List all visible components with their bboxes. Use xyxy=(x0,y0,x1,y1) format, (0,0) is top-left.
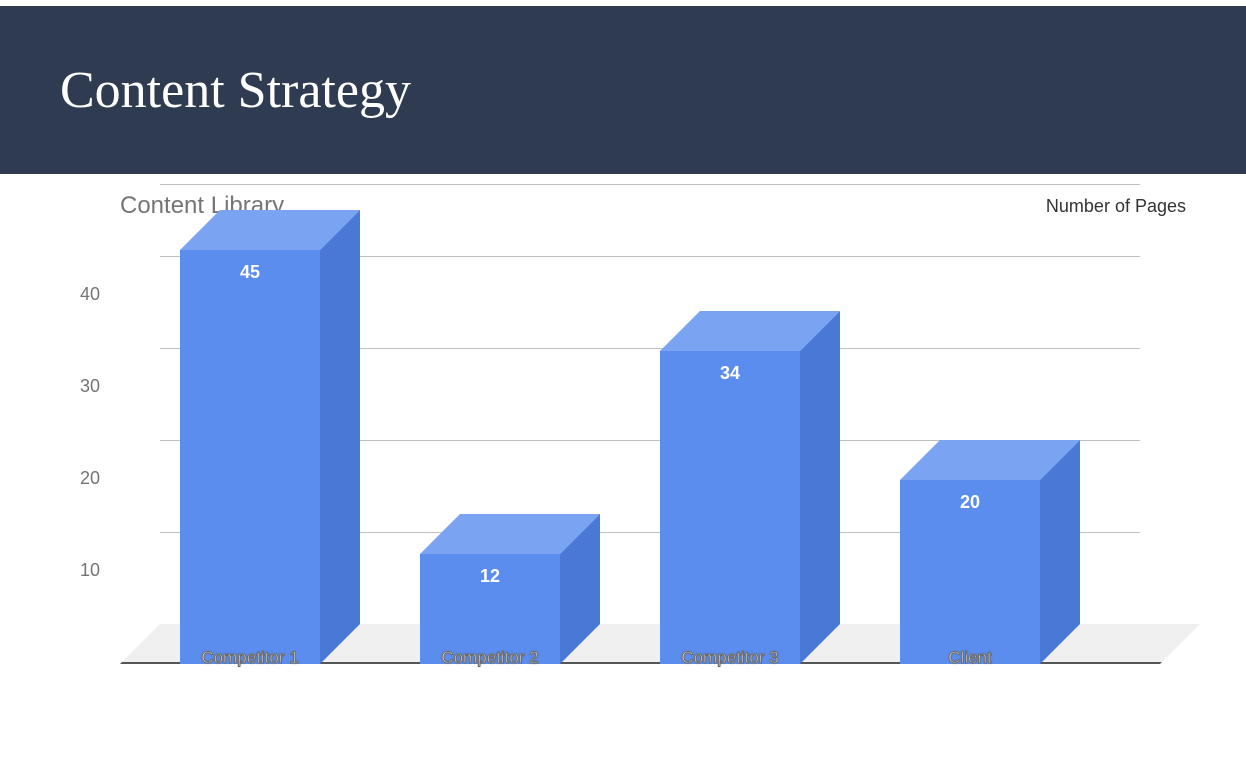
slide-title: Content Strategy xyxy=(60,61,411,120)
slide-header: Content Strategy xyxy=(0,6,1246,174)
bar-value-label: 34 xyxy=(660,363,800,384)
bar-side xyxy=(800,311,840,664)
bar-category-label: Competitor 1 xyxy=(138,648,362,668)
bar-value-label: 20 xyxy=(900,492,1040,513)
bar: 34Competitor 3 xyxy=(660,351,800,664)
y-tick-label: 10 xyxy=(60,560,100,581)
bar-category-label: Client xyxy=(858,648,1082,668)
bar: 12Competitor 2 xyxy=(420,554,560,664)
y-tick-label: 20 xyxy=(60,468,100,489)
gridline-top xyxy=(160,184,1140,185)
bar-value-label: 45 xyxy=(180,262,320,283)
bar-front xyxy=(660,351,800,664)
bar-front xyxy=(180,250,320,664)
bar: 20Client xyxy=(900,480,1040,664)
chart-legend-label: Number of Pages xyxy=(1046,196,1186,217)
y-tick-label: 40 xyxy=(60,284,100,305)
bar-category-label: Competitor 3 xyxy=(618,648,842,668)
chart-area: Content Library Number of Pages 10203040… xyxy=(0,174,1246,770)
bar-category-label: Competitor 2 xyxy=(378,648,602,668)
chart-plot: 1020304045Competitor 112Competitor 234Co… xyxy=(120,224,1120,694)
bar-side xyxy=(320,210,360,664)
bar: 45Competitor 1 xyxy=(180,250,320,664)
y-tick-label: 30 xyxy=(60,376,100,397)
bar-value-label: 12 xyxy=(420,566,560,587)
